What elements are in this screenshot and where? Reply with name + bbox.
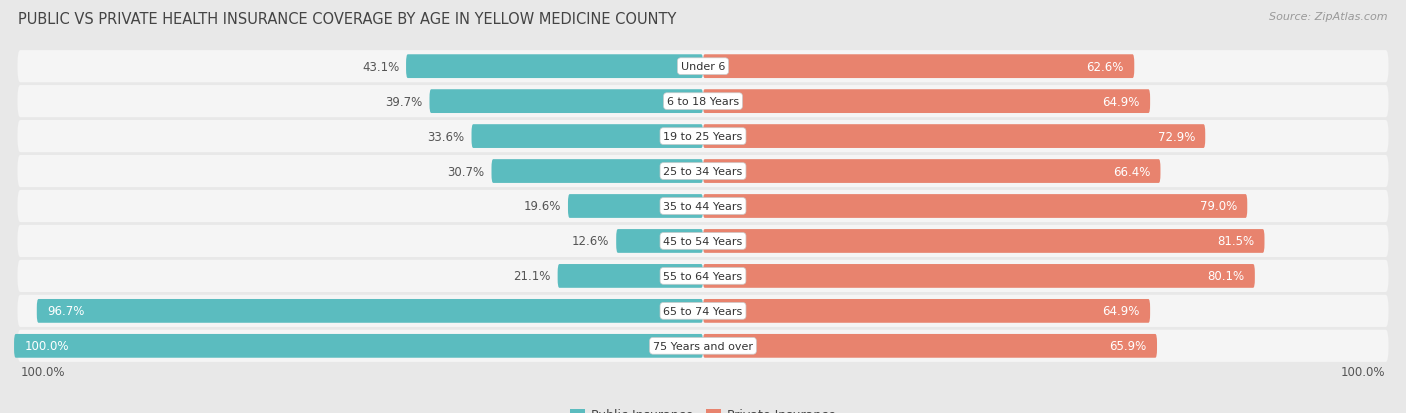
Text: 64.9%: 64.9% xyxy=(1102,305,1140,318)
Text: 45 to 54 Years: 45 to 54 Years xyxy=(664,236,742,247)
Text: 19 to 25 Years: 19 to 25 Years xyxy=(664,132,742,142)
FancyBboxPatch shape xyxy=(703,334,1157,358)
FancyBboxPatch shape xyxy=(616,230,703,253)
FancyBboxPatch shape xyxy=(37,299,703,323)
Text: 100.0%: 100.0% xyxy=(21,365,66,378)
FancyBboxPatch shape xyxy=(703,125,1205,149)
Text: 39.7%: 39.7% xyxy=(385,95,423,108)
FancyBboxPatch shape xyxy=(17,190,1389,223)
FancyBboxPatch shape xyxy=(558,264,703,288)
Text: 30.7%: 30.7% xyxy=(447,165,485,178)
FancyBboxPatch shape xyxy=(17,51,1389,83)
Text: 12.6%: 12.6% xyxy=(572,235,609,248)
FancyBboxPatch shape xyxy=(17,225,1389,257)
Text: 33.6%: 33.6% xyxy=(427,130,464,143)
Legend: Public Insurance, Private Insurance: Public Insurance, Private Insurance xyxy=(565,404,841,413)
FancyBboxPatch shape xyxy=(406,55,703,79)
Text: 72.9%: 72.9% xyxy=(1157,130,1195,143)
FancyBboxPatch shape xyxy=(703,264,1254,288)
FancyBboxPatch shape xyxy=(703,160,1160,183)
Text: 35 to 44 Years: 35 to 44 Years xyxy=(664,202,742,211)
FancyBboxPatch shape xyxy=(492,160,703,183)
FancyBboxPatch shape xyxy=(703,230,1264,253)
Text: 75 Years and over: 75 Years and over xyxy=(652,341,754,351)
FancyBboxPatch shape xyxy=(703,90,1150,114)
FancyBboxPatch shape xyxy=(14,334,703,358)
Text: 43.1%: 43.1% xyxy=(361,61,399,74)
Text: 65.9%: 65.9% xyxy=(1109,339,1147,352)
Text: 100.0%: 100.0% xyxy=(1340,365,1385,378)
Text: 65 to 74 Years: 65 to 74 Years xyxy=(664,306,742,316)
FancyBboxPatch shape xyxy=(17,260,1389,292)
Text: 6 to 18 Years: 6 to 18 Years xyxy=(666,97,740,107)
Text: 25 to 34 Years: 25 to 34 Years xyxy=(664,166,742,177)
Text: 19.6%: 19.6% xyxy=(523,200,561,213)
FancyBboxPatch shape xyxy=(703,55,1135,79)
FancyBboxPatch shape xyxy=(17,295,1389,327)
FancyBboxPatch shape xyxy=(471,125,703,149)
Text: Under 6: Under 6 xyxy=(681,62,725,72)
FancyBboxPatch shape xyxy=(703,195,1247,218)
FancyBboxPatch shape xyxy=(17,121,1389,153)
FancyBboxPatch shape xyxy=(17,156,1389,188)
FancyBboxPatch shape xyxy=(568,195,703,218)
Text: 21.1%: 21.1% xyxy=(513,270,551,283)
FancyBboxPatch shape xyxy=(429,90,703,114)
Text: 81.5%: 81.5% xyxy=(1218,235,1254,248)
Text: 66.4%: 66.4% xyxy=(1112,165,1150,178)
Text: Source: ZipAtlas.com: Source: ZipAtlas.com xyxy=(1270,12,1388,22)
Text: 62.6%: 62.6% xyxy=(1087,61,1123,74)
Text: 80.1%: 80.1% xyxy=(1208,270,1244,283)
FancyBboxPatch shape xyxy=(17,330,1389,362)
FancyBboxPatch shape xyxy=(17,86,1389,118)
Text: 79.0%: 79.0% xyxy=(1199,200,1237,213)
Text: 96.7%: 96.7% xyxy=(48,305,84,318)
Text: 100.0%: 100.0% xyxy=(24,339,69,352)
Text: PUBLIC VS PRIVATE HEALTH INSURANCE COVERAGE BY AGE IN YELLOW MEDICINE COUNTY: PUBLIC VS PRIVATE HEALTH INSURANCE COVER… xyxy=(18,12,676,27)
FancyBboxPatch shape xyxy=(703,299,1150,323)
Text: 64.9%: 64.9% xyxy=(1102,95,1140,108)
Text: 55 to 64 Years: 55 to 64 Years xyxy=(664,271,742,281)
